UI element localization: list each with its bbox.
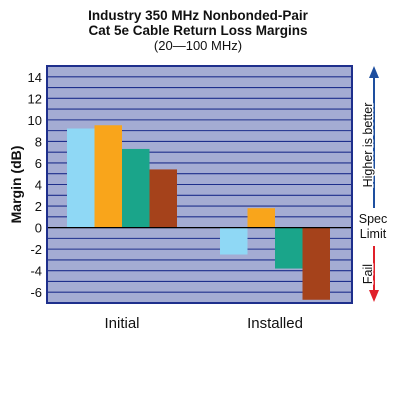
plot-frame (46, 65, 353, 304)
y-tick-label: 6 (35, 156, 42, 171)
y-tick-label: 10 (28, 113, 42, 128)
bars (67, 125, 330, 300)
y-tick-label: 2 (35, 199, 42, 214)
chart-title: Industry 350 MHz Nonbonded-Pair (88, 8, 308, 23)
y-tick-label: 4 (35, 178, 42, 193)
up-arrowhead-icon (369, 66, 379, 78)
chart-subtitle: (20—100 MHz) (153, 38, 243, 53)
down-arrowhead-icon (369, 290, 379, 302)
bar (67, 128, 95, 228)
y-tick-label: 12 (28, 91, 42, 106)
bar (275, 227, 303, 269)
x-tick-labels: Initial Installed (104, 315, 302, 332)
fail-label: Fail (361, 264, 375, 284)
x-tick-label: Initial (104, 315, 139, 332)
y-axis-label: Margin (dB) (8, 146, 24, 224)
bar (302, 227, 330, 300)
higher-is-better-label: Higher is better (361, 103, 375, 188)
spec-label: Spec (359, 212, 388, 226)
y-tick-label: -6 (30, 285, 42, 300)
y-tick-label: 14 (28, 70, 42, 85)
y-tick-labels: 14 12 10 8 6 4 2 0 -2 -4 -6 (28, 70, 42, 300)
bar (220, 227, 248, 255)
y-tick-label: 8 (35, 134, 42, 149)
y-tick-label: -2 (30, 242, 42, 257)
bar (122, 148, 150, 228)
annotations: Higher is better Spec Limit Fail (359, 66, 388, 302)
bar (149, 169, 177, 228)
y-tick-label: 0 (35, 221, 42, 236)
limit-label: Limit (360, 227, 387, 241)
chart-title-line-2: Cat 5e Cable Return Loss Margins (88, 23, 308, 38)
bar (94, 125, 122, 228)
x-tick-label: Installed (247, 315, 303, 332)
bar (247, 208, 275, 228)
y-tick-label: -4 (30, 264, 42, 279)
